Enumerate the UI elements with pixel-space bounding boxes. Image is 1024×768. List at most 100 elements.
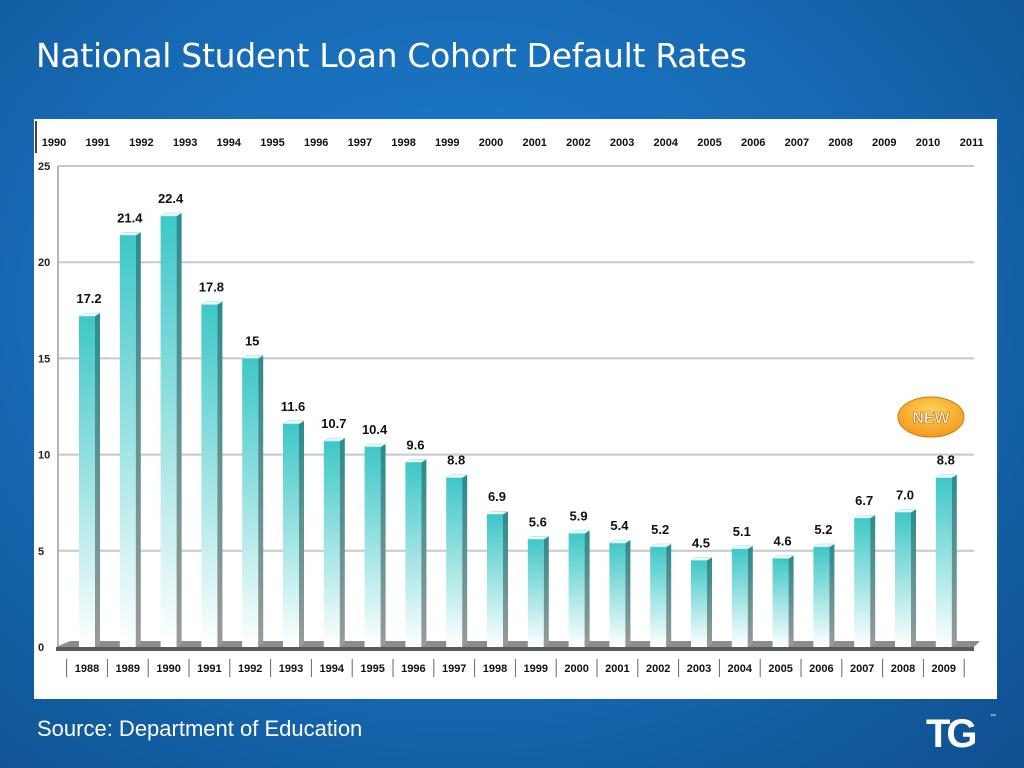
value-label: 7.0 [896, 487, 914, 502]
bar-side [176, 213, 182, 648]
value-label: 17.8 [199, 280, 224, 295]
bar-front [283, 423, 299, 647]
bar-top [649, 543, 673, 548]
bar-front [854, 518, 871, 647]
bar-top [894, 509, 917, 513]
bar-side [135, 232, 141, 647]
x-tick-label: 2005 [768, 663, 792, 675]
bar-top [526, 536, 550, 540]
tg-logo: TG ™ [926, 712, 996, 756]
bar-front [691, 560, 707, 647]
bar-front [650, 546, 667, 647]
bar-2006 [812, 543, 836, 647]
x-tick-label: 1991 [197, 663, 221, 675]
bar-side [95, 313, 100, 647]
value-label: 5.9 [570, 508, 588, 523]
x-tick-label: 1989 [116, 663, 140, 675]
y-tick-label: 15 [38, 353, 50, 365]
top-year-label: 2005 [697, 137, 721, 149]
top-year-label: 1991 [85, 137, 109, 149]
x-tick-label: 2004 [728, 663, 753, 675]
bar-top [445, 474, 469, 478]
value-label: 15 [245, 333, 259, 348]
y-tick-label: 0 [38, 642, 44, 654]
slide-title: National Student Loan Cohort Default Rat… [36, 36, 747, 75]
bar-side [951, 474, 957, 647]
top-year-label: 2006 [741, 137, 765, 149]
value-label: 4.6 [774, 533, 792, 548]
bar-top [404, 459, 428, 463]
top-year-label: 2000 [479, 137, 503, 149]
x-tick-label: 1988 [75, 663, 99, 675]
bar-1996 [404, 459, 428, 647]
bar-side [299, 420, 304, 647]
bar-side [870, 515, 876, 647]
bar-1997 [445, 474, 469, 647]
y-tick-label: 5 [38, 546, 44, 558]
x-tick-label: 1994 [320, 663, 345, 675]
bar-front [201, 304, 218, 647]
value-label: 21.4 [117, 210, 143, 225]
bar-1991 [200, 301, 224, 647]
bar-side [584, 530, 590, 647]
bar-side [503, 511, 508, 647]
value-label: 10.7 [321, 416, 346, 431]
bar-side [543, 536, 549, 647]
bar-front [772, 558, 789, 647]
value-label: 17.2 [76, 291, 101, 306]
top-year-label: 2009 [872, 137, 896, 149]
top-year-label: 2003 [610, 137, 634, 149]
x-tick-label: 1995 [360, 663, 384, 675]
bar-top [853, 514, 877, 519]
bar-top [282, 420, 305, 425]
bar-top [486, 510, 509, 515]
x-tick-label: 1990 [156, 663, 180, 675]
bar-2004 [730, 545, 754, 647]
value-label: 6.9 [488, 489, 506, 504]
value-label: 4.5 [692, 535, 710, 550]
bar-top [730, 545, 754, 550]
top-year-label: 1998 [391, 137, 415, 149]
value-label: 6.7 [855, 493, 873, 508]
top-year-label: 1994 [217, 137, 242, 149]
top-year-label: 2010 [916, 137, 940, 149]
label-layer: 17.2 1988 21.4 1989 22.4 1990 17.8 1991 15 1992 11… [66, 191, 965, 677]
top-year-label: 1990 [42, 137, 66, 149]
bar-1992 [241, 355, 265, 647]
bar-1990 [159, 212, 183, 648]
value-label: 8.8 [447, 453, 465, 468]
x-tick-label: 2008 [891, 663, 915, 675]
bar-2003 [690, 557, 713, 647]
bar-1995 [363, 443, 387, 647]
bar-top [812, 543, 836, 548]
x-tick-label: 2003 [687, 663, 711, 675]
bar-side [217, 301, 223, 647]
bar-2002 [649, 543, 673, 647]
x-tick-label: 2000 [564, 663, 588, 675]
bar-side [829, 543, 835, 647]
x-tick-label: 1999 [524, 663, 548, 675]
bar-1988 [78, 312, 101, 647]
bar-top [200, 301, 224, 305]
source-text: Source: Department of Education [37, 716, 363, 741]
value-label: 11.6 [281, 399, 306, 414]
x-tick-label: 2001 [605, 663, 629, 675]
bar-front [568, 533, 585, 647]
bar-1998 [486, 510, 509, 647]
x-tick-label: 1997 [442, 663, 466, 675]
value-label: 5.1 [733, 524, 751, 539]
bar-1999 [526, 536, 550, 647]
x-tick-label: 1992 [238, 663, 262, 675]
logo-trademark: ™ [990, 714, 996, 720]
bar-side [707, 557, 712, 647]
bar-2009 [934, 474, 958, 647]
top-year-label: 2008 [828, 137, 852, 149]
bar-2001 [608, 539, 632, 647]
new-badge-shape [897, 396, 965, 438]
bar-front [527, 539, 544, 647]
grid-layer [58, 165, 974, 552]
bar-top [690, 557, 713, 561]
bar-front [119, 235, 136, 647]
top-year-label: 1997 [348, 137, 372, 149]
bar-side [788, 555, 794, 647]
